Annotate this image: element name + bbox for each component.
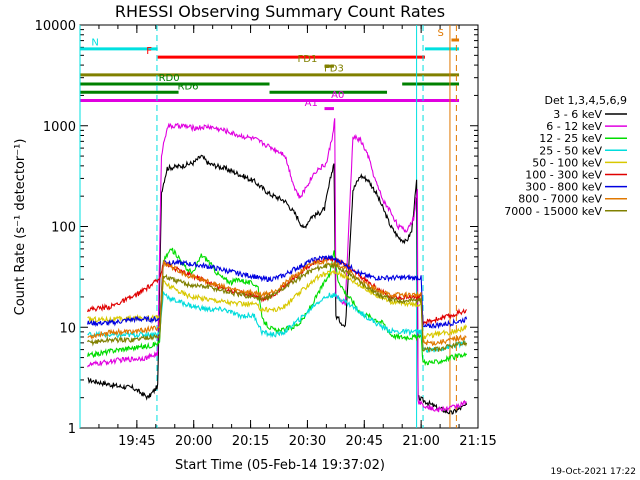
flag-label-fd1: FD1 <box>298 54 318 65</box>
legend-label: 25 - 50 keV <box>539 144 602 157</box>
x-tick-label: 21:00 <box>402 434 439 449</box>
x-axis-label: Start Time (05-Feb-14 19:37:02) <box>175 458 385 473</box>
x-tick-label: 20:15 <box>232 434 269 449</box>
flag-label-a1: A1 <box>305 98 318 109</box>
y-tick-label: 1 <box>68 422 76 437</box>
flag-label-n: N <box>91 37 98 48</box>
x-tick-label: 20:45 <box>346 434 383 449</box>
flag-label-s: S <box>438 28 444 39</box>
y-tick-label: 10 <box>59 321 76 336</box>
y-axis-label: Count Rate (s⁻¹ detector⁻¹) <box>13 139 28 316</box>
y-tick-label: 100 <box>51 221 76 236</box>
chart-title: RHESSI Observing Summary Count Rates <box>115 2 445 21</box>
legend-label: 6 - 12 keV <box>546 120 602 133</box>
y-tick-label: 1000 <box>43 120 76 135</box>
series-lines <box>87 118 468 415</box>
flag-label-fd3: FD3 <box>324 64 344 75</box>
flag-label-f: F <box>146 46 152 57</box>
axis-ticks: 19:45 20:00 20:15 20:30 20:45 21:00 21:15 1 10 10… <box>35 19 497 449</box>
legend-label: 300 - 800 keV <box>525 181 602 194</box>
x-tick-label: 20:00 <box>175 434 212 449</box>
series-line-12-25-kev <box>87 247 468 367</box>
legend-label: 50 - 100 keV <box>532 156 602 169</box>
legend-label: 3 - 6 keV <box>553 108 602 121</box>
legend-label: 12 - 25 keV <box>539 132 602 145</box>
series-line-3-6-kev <box>87 154 468 415</box>
flag-label-a0: A0 <box>331 90 344 101</box>
footer-date: 19-Oct-2021 17:22 <box>551 467 636 477</box>
flag-label-rd0: RD0 <box>159 73 180 84</box>
legend-label: 800 - 7000 keV <box>518 193 602 206</box>
legend-label: 7000 - 15000 keV <box>504 205 602 218</box>
series-line-300-800-kev <box>87 254 468 330</box>
series-line-6-12-kev <box>87 118 467 413</box>
x-tick-label: 20:30 <box>289 434 326 449</box>
legend-title: Det 1,3,4,5,6,9 <box>544 94 627 107</box>
series-line-7000-15000-kev <box>87 262 468 354</box>
flag-label-rd6: RD6 <box>178 81 199 92</box>
x-tick-label: 19:45 <box>118 434 155 449</box>
y-tick-label: 10000 <box>35 19 76 34</box>
x-tick-label: 21:15 <box>459 434 496 449</box>
legend-label: 100 - 300 keV <box>525 169 602 182</box>
